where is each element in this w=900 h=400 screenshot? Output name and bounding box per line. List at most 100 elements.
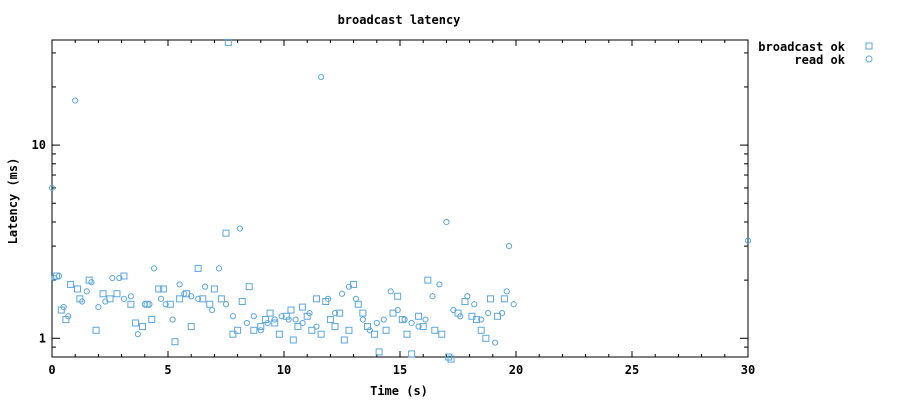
x-tick-label: 5 [164, 363, 171, 377]
point-broadcast-ok [447, 355, 455, 363]
legend-label-read-ok: read ok [794, 53, 845, 67]
point-read-ok [503, 288, 510, 295]
point-broadcast-ok [415, 312, 423, 320]
point-broadcast-ok [138, 323, 146, 331]
plot-area [48, 38, 752, 363]
point-read-ok [127, 293, 134, 300]
point-read-ok [169, 316, 176, 323]
point-broadcast-ok [217, 295, 225, 303]
point-broadcast-ok [176, 295, 184, 303]
point-broadcast-ok [275, 330, 283, 338]
point-read-ok [345, 283, 353, 290]
point-broadcast-ok [375, 348, 383, 356]
point-read-ok [443, 218, 450, 226]
point-broadcast-ok [257, 323, 265, 331]
point-read-ok [505, 243, 513, 250]
legend: broadcast ok read ok [758, 40, 873, 67]
point-broadcast-ok [486, 295, 494, 303]
point-broadcast-ok [382, 326, 390, 334]
point-read-ok [380, 316, 387, 323]
x-tick-label: 20 [509, 363, 523, 377]
point-broadcast-ok [194, 264, 202, 272]
point-broadcast-ok [438, 330, 446, 338]
point-read-ok [229, 313, 237, 320]
point-read-ok [176, 281, 183, 288]
point-broadcast-ok [222, 229, 230, 237]
point-read-ok [264, 319, 271, 327]
point-broadcast-ok [345, 326, 353, 334]
point-read-ok [299, 319, 306, 327]
point-read-ok [422, 316, 429, 323]
point-read-ok [48, 184, 56, 192]
point-read-ok [352, 295, 360, 302]
point-read-ok [55, 272, 63, 280]
point-broadcast-ok [331, 323, 339, 331]
point-read-ok [120, 295, 128, 302]
point-broadcast-ok [250, 326, 258, 334]
point-broadcast-ok [171, 338, 179, 346]
point-read-ok [222, 301, 230, 308]
point-broadcast-ok [308, 326, 316, 334]
point-read-ok [79, 298, 86, 305]
point-read-ok [366, 327, 373, 334]
point-broadcast-ok [419, 323, 427, 331]
point-read-ok [134, 331, 141, 338]
point-broadcast-ok [336, 309, 344, 317]
point-read-ok [492, 339, 499, 346]
x-tick-label: 30 [741, 363, 755, 377]
point-read-ok [88, 279, 95, 286]
point-read-ok [116, 274, 123, 282]
point-broadcast-ok [359, 309, 367, 317]
point-broadcast-ok [289, 336, 297, 344]
point-broadcast-ok [224, 38, 232, 46]
point-broadcast-ok [159, 285, 167, 293]
point-read-ok [65, 313, 72, 320]
point-broadcast-ok [326, 316, 334, 324]
point-broadcast-ok [166, 300, 174, 308]
point-broadcast-ok [210, 285, 218, 293]
point-broadcast-ok [294, 323, 302, 331]
point-read-ok [429, 293, 436, 300]
point-broadcast-ok [67, 280, 75, 288]
point-broadcast-ok [229, 330, 237, 338]
point-broadcast-ok [155, 285, 163, 293]
point-broadcast-ok [92, 326, 100, 334]
point-read-ok [83, 288, 90, 295]
point-broadcast-ok [106, 295, 114, 303]
point-broadcast-ok [403, 330, 411, 338]
point-read-ok [450, 306, 457, 314]
point-broadcast-ok [99, 290, 107, 298]
point-broadcast-ok [245, 283, 253, 291]
point-broadcast-ok [477, 326, 485, 334]
point-broadcast-ok [74, 285, 82, 293]
point-broadcast-ok [299, 303, 307, 311]
point-broadcast-ok [148, 316, 156, 324]
x-tick-label: 25 [625, 363, 639, 377]
point-read-ok [250, 313, 257, 320]
point-read-ok [257, 327, 264, 334]
x-axis: 0 5 10 15 20 25 30 [48, 40, 755, 377]
point-broadcast-ok [461, 298, 469, 306]
point-read-ok [195, 295, 202, 302]
point-read-ok [478, 316, 485, 323]
point-read-ok [271, 316, 278, 323]
point-broadcast-ok [389, 309, 397, 317]
point-read-ok [331, 310, 339, 317]
point-broadcast-ok [473, 316, 481, 324]
point-broadcast-ok [445, 353, 453, 361]
chart-title: broadcast latency [338, 13, 461, 27]
point-read-ok [324, 295, 332, 302]
point-read-ok [236, 225, 244, 232]
point-broadcast-ok [238, 298, 246, 306]
point-broadcast-ok [187, 323, 195, 331]
point-read-ok [278, 313, 285, 320]
point-broadcast-ok [113, 290, 121, 298]
y-axis: 1 10 [32, 52, 748, 358]
point-read-ok [359, 316, 366, 323]
point-read-ok [188, 293, 195, 300]
point-broadcast-ok [482, 334, 490, 342]
point-broadcast-ok [234, 326, 242, 334]
point-read-ok [215, 265, 223, 272]
point-broadcast-ok [354, 300, 362, 308]
point-read-ok [150, 265, 158, 272]
